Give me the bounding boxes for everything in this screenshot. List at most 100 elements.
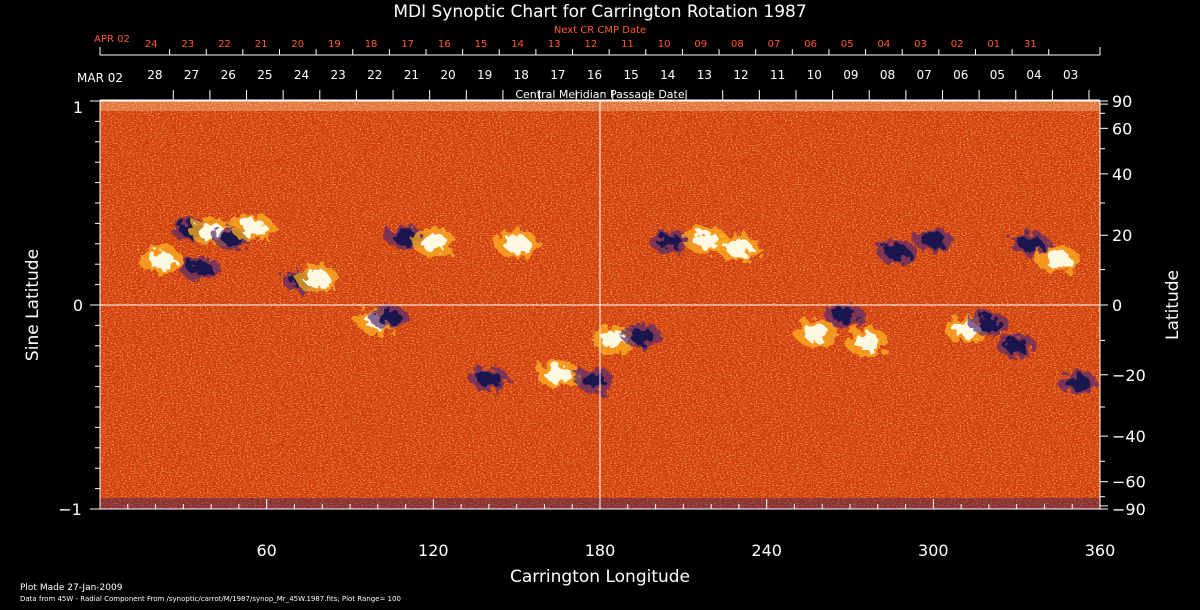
y-tick-right-label: −60	[1112, 473, 1146, 492]
next-cr-tick-label: 13	[548, 39, 561, 50]
positive-polarity-region	[803, 324, 830, 343]
cmp-tick-label: 12	[733, 68, 748, 82]
cmp-tick-label: 09	[843, 68, 858, 82]
cmp-tick-label: 21	[404, 68, 419, 82]
positive-polarity-region	[725, 238, 752, 257]
cmp-tick-label: 24	[294, 68, 309, 82]
cmp-tick-label: 03	[1063, 68, 1078, 82]
next-cr-tick-label: 14	[511, 39, 524, 50]
next-cr-tick-label: 19	[328, 39, 341, 50]
cmp-tick-label: 28	[147, 68, 162, 82]
y-tick-right-label: 60	[1112, 119, 1132, 138]
cmp-tick-label: 11	[770, 68, 785, 82]
negative-polarity-region	[1018, 235, 1043, 252]
data-source-note: Data from 45W - Radial Component From /s…	[20, 595, 401, 603]
negative-polarity-region	[582, 372, 607, 389]
cmp-tick-label: 19	[477, 68, 492, 82]
cmp-start-label: MAR 02	[77, 71, 123, 85]
negative-polarity-region	[885, 243, 910, 260]
x-tick-label: 60	[256, 541, 276, 560]
next-cr-tick-label: 16	[438, 39, 451, 50]
positive-polarity-region	[420, 232, 447, 251]
next-cr-tick-label: 20	[291, 39, 304, 50]
negative-polarity-region	[188, 260, 212, 277]
positive-polarity-region	[692, 230, 719, 249]
y-tick-left-1: 1	[73, 98, 83, 117]
x-tick-label: 240	[751, 541, 782, 560]
cmp-tick-label: 22	[367, 68, 382, 82]
y-tick-right-label: −90	[1112, 500, 1146, 519]
x-tick-label: 180	[585, 541, 616, 560]
next-cr-tick-label: 31	[1024, 39, 1037, 50]
cmp-date-axis: MAR 02 28 27 26 25 24 23 22 21 20 19 18 17 16 15 14 13 1…	[77, 68, 1100, 101]
cmp-tick-label: 27	[184, 68, 199, 82]
cmp-tick-label: 08	[880, 68, 895, 82]
cmp-tick-label: 25	[257, 68, 272, 82]
y-tick-right-label: 20	[1112, 226, 1132, 245]
left-axis: 1 0 −1 Sine Latitude	[23, 98, 100, 519]
next-cr-tick-label: 23	[182, 39, 195, 50]
negative-polarity-region	[976, 315, 1001, 332]
next-cr-tick-label: 10	[658, 39, 671, 50]
positive-polarity-region	[239, 218, 266, 237]
next-cr-tick-label: 02	[951, 39, 964, 50]
bottom-axis: Carrington Longitude 60 120 180 240 300 360	[127, 499, 1116, 587]
y-tick-right-label: −20	[1112, 366, 1146, 385]
cmp-tick-label: 20	[440, 68, 455, 82]
cmp-tick-label: 13	[697, 68, 712, 82]
magnetogram-map	[100, 101, 1100, 509]
cmp-tick-label: 06	[953, 68, 968, 82]
y-tick-right-label: 0	[1112, 296, 1122, 315]
negative-polarity-region	[476, 370, 501, 387]
plot-made-note: Plot Made 27-Jan-2009	[20, 583, 123, 593]
right-axis: Latitude 90 60 40 20 0 −20 −40 −60 −90	[1100, 92, 1183, 519]
next-cr-tick-label: 06	[804, 39, 817, 50]
next-cr-tick-label: 24	[145, 39, 158, 50]
y-axis-label-left: Sine Latitude	[23, 249, 43, 361]
positive-polarity-region	[148, 251, 175, 270]
cmp-tick-label: 26	[221, 68, 236, 82]
next-cr-tick-label: 11	[621, 39, 634, 50]
y-axis-label-right: Latitude	[1163, 270, 1183, 340]
x-tick-label: 120	[418, 541, 449, 560]
negative-polarity-region	[1065, 374, 1090, 391]
next-cr-tick-label: 09	[694, 39, 707, 50]
positive-polarity-region	[545, 365, 572, 384]
next-cr-cmp-axis: APR 02 Next CR CMP Date 24 23 22 21 20 19 18 17…	[94, 25, 1101, 56]
y-tick-left-0: 0	[73, 296, 83, 315]
cmp-tick-label: 15	[623, 68, 638, 82]
cmp-tick-label: 16	[587, 68, 602, 82]
next-cr-tick-label: 22	[218, 39, 231, 50]
cmp-tick-label: 04	[1026, 68, 1041, 82]
x-tick-label: 360	[1085, 541, 1116, 560]
negative-polarity-region	[921, 231, 946, 248]
cmp-tick-label: 05	[990, 68, 1005, 82]
cmp-tick-label: 14	[660, 68, 675, 82]
next-cr-tick-label: 12	[584, 39, 597, 50]
negative-polarity-region	[657, 233, 682, 250]
y-tick-left-neg1: −1	[58, 500, 82, 519]
positive-polarity-region	[853, 332, 880, 351]
y-tick-right-label: 40	[1112, 165, 1132, 184]
next-cr-axis-label: Next CR CMP Date	[554, 25, 646, 36]
positive-polarity-region	[1045, 251, 1072, 270]
cmp-tick-label: 23	[330, 68, 345, 82]
x-tick-label: 300	[918, 541, 949, 560]
negative-polarity-region	[376, 309, 401, 326]
positive-polarity-region	[503, 234, 530, 253]
positive-polarity-region	[600, 330, 627, 349]
cmp-tick-label: 17	[550, 68, 565, 82]
next-cr-tick-label: 05	[841, 39, 854, 50]
x-axis-label: Carrington Longitude	[510, 567, 690, 587]
next-cr-tick-label: 08	[731, 39, 744, 50]
next-cr-tick-label: 04	[878, 39, 891, 50]
cmp-axis-label: Central Meridian Passage Date	[515, 88, 684, 101]
next-cr-tick-label: 17	[401, 39, 414, 50]
negative-polarity-region	[629, 327, 654, 344]
chart-title: MDI Synoptic Chart for Carrington Rotati…	[393, 2, 806, 22]
next-cr-tick-label: 18	[365, 39, 378, 50]
next-cr-tick-label: 01	[987, 39, 1000, 50]
next-cr-tick-label: 07	[768, 39, 781, 50]
cmp-tick-label: 07	[917, 68, 932, 82]
